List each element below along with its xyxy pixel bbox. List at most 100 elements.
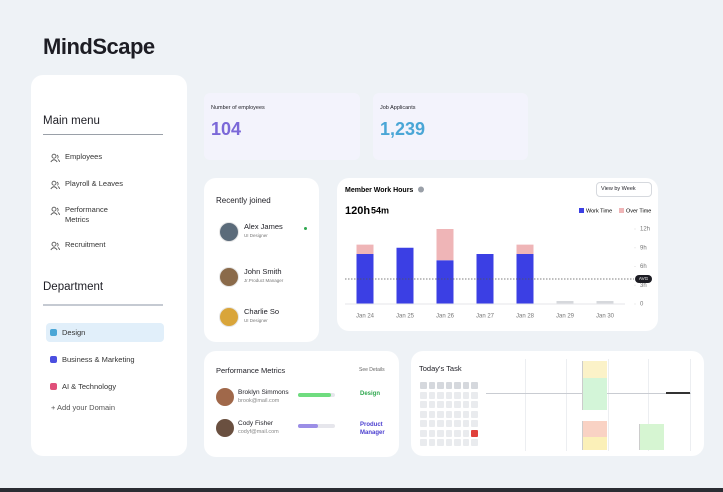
calendar-cell bbox=[437, 391, 444, 399]
y-tick-label: 0 bbox=[640, 302, 644, 308]
calendar-cell bbox=[454, 429, 461, 437]
menu-item[interactable]: Playroll & Leaves bbox=[65, 179, 123, 188]
calendar-cell bbox=[420, 410, 427, 418]
calendar-cell bbox=[454, 420, 461, 427]
person-name: John Smith bbox=[244, 267, 282, 276]
dept-item[interactable]: Business & Marketing bbox=[62, 355, 135, 364]
x-tick-label: Jan 28 bbox=[516, 314, 535, 320]
timeline-col bbox=[525, 359, 526, 451]
avatar bbox=[216, 388, 234, 406]
avg-badge bbox=[635, 275, 652, 283]
empty-bar bbox=[556, 301, 574, 304]
dept-swatch bbox=[50, 329, 57, 336]
dept-swatch bbox=[50, 383, 57, 390]
calendar-cell bbox=[445, 439, 452, 446]
task-block bbox=[582, 361, 607, 378]
calendar-cell bbox=[445, 429, 452, 437]
calendar-cell bbox=[462, 439, 469, 446]
avatar bbox=[219, 222, 239, 242]
stat-value: 1,239 bbox=[380, 119, 426, 139]
stat-label: Number of employees bbox=[211, 105, 265, 111]
person-role: UI Designer bbox=[244, 233, 268, 238]
task-block bbox=[582, 421, 607, 437]
calendar-cell bbox=[462, 401, 469, 408]
dept-item[interactable]: Design bbox=[62, 328, 86, 337]
x-tick-label: Jan 24 bbox=[356, 314, 375, 320]
avg-label: AVG bbox=[639, 276, 649, 281]
calendar-cell bbox=[462, 410, 469, 418]
divider bbox=[43, 304, 163, 306]
task-block bbox=[582, 437, 607, 450]
calendar-cell bbox=[445, 391, 452, 399]
menu-icon bbox=[50, 180, 60, 190]
calendar-cell bbox=[428, 420, 435, 427]
avatar bbox=[219, 307, 239, 327]
menu-item[interactable]: Recruitment bbox=[65, 240, 106, 249]
calendar-cell bbox=[471, 382, 478, 389]
calendar-cell bbox=[437, 429, 444, 437]
calendar-cell bbox=[454, 391, 461, 399]
x-tick-label: Jan 25 bbox=[396, 314, 415, 320]
team: Product Manager bbox=[360, 422, 385, 436]
see-details[interactable]: See Details bbox=[359, 367, 385, 373]
person-email: codyf@mail.com bbox=[238, 429, 279, 435]
calendar-cell bbox=[471, 420, 478, 427]
task-block bbox=[582, 378, 607, 410]
dept-item[interactable]: AI & Technology bbox=[62, 382, 117, 391]
bar bbox=[476, 254, 494, 304]
calendar-cell bbox=[471, 401, 478, 408]
bar bbox=[436, 229, 454, 261]
y-tick-label: 3h bbox=[640, 283, 647, 289]
stat-label: Job Applicants bbox=[380, 105, 416, 111]
menu-icon bbox=[50, 206, 60, 216]
person-name: Cody Fisher bbox=[238, 420, 274, 427]
stat-card: Job Applicants 1,239 bbox=[373, 93, 528, 160]
calendar-cell bbox=[437, 410, 444, 418]
bar bbox=[356, 254, 374, 304]
calendar-cell bbox=[428, 382, 435, 389]
avatar bbox=[216, 419, 234, 437]
y-tick-label: 6h bbox=[640, 264, 647, 270]
calendar-cell bbox=[471, 429, 478, 437]
calendar-cell bbox=[437, 420, 444, 427]
divider bbox=[43, 134, 163, 135]
person-name: Alex James bbox=[244, 222, 283, 231]
x-tick-label: Jan 27 bbox=[476, 314, 495, 320]
calendar-cell bbox=[420, 439, 427, 446]
calendar-cell bbox=[454, 410, 461, 418]
bar bbox=[396, 247, 414, 304]
timeline-col bbox=[648, 359, 649, 451]
dropdown[interactable]: View by Week bbox=[596, 182, 652, 197]
calendar-cell bbox=[462, 391, 469, 399]
y-tick-label: 9h bbox=[640, 245, 647, 251]
info-icon bbox=[418, 186, 424, 193]
calendar-cell bbox=[454, 401, 461, 408]
calendar-cell bbox=[454, 382, 461, 389]
calendar-cell bbox=[471, 410, 478, 418]
menu-icon bbox=[50, 153, 60, 163]
calendar-cell bbox=[437, 439, 444, 446]
menu-item[interactable]: Employees bbox=[65, 152, 103, 161]
calendar-cell bbox=[462, 429, 469, 437]
recent-card: Recently joined Alex James UI Designer Joh… bbox=[204, 178, 319, 342]
section-title: Department bbox=[43, 281, 104, 293]
performance-card: Performance Metrics See Details Broklyn … bbox=[204, 351, 399, 457]
menu-item[interactable]: Performance Metrics bbox=[65, 205, 108, 224]
dept-swatch bbox=[50, 356, 57, 363]
calendar-cell bbox=[420, 429, 427, 437]
calendar-cell bbox=[420, 401, 427, 408]
x-tick-label: Jan 30 bbox=[596, 314, 615, 320]
card-title: Recently joined bbox=[216, 196, 271, 205]
app-title: MindScape bbox=[43, 34, 155, 59]
now-arrow bbox=[666, 392, 690, 394]
person-role: Jr.Product Manager bbox=[244, 278, 284, 283]
add-domain[interactable]: + Add your Domain bbox=[51, 403, 115, 412]
calendar-cell bbox=[420, 391, 427, 399]
card-title: Performance Metrics bbox=[216, 366, 286, 375]
calendar-cell bbox=[428, 410, 435, 418]
sidebar: Main menu Employees Playroll & Leaves Perf… bbox=[31, 75, 187, 456]
calendar-cell bbox=[445, 401, 452, 408]
card-title: Today's Task bbox=[419, 364, 462, 373]
